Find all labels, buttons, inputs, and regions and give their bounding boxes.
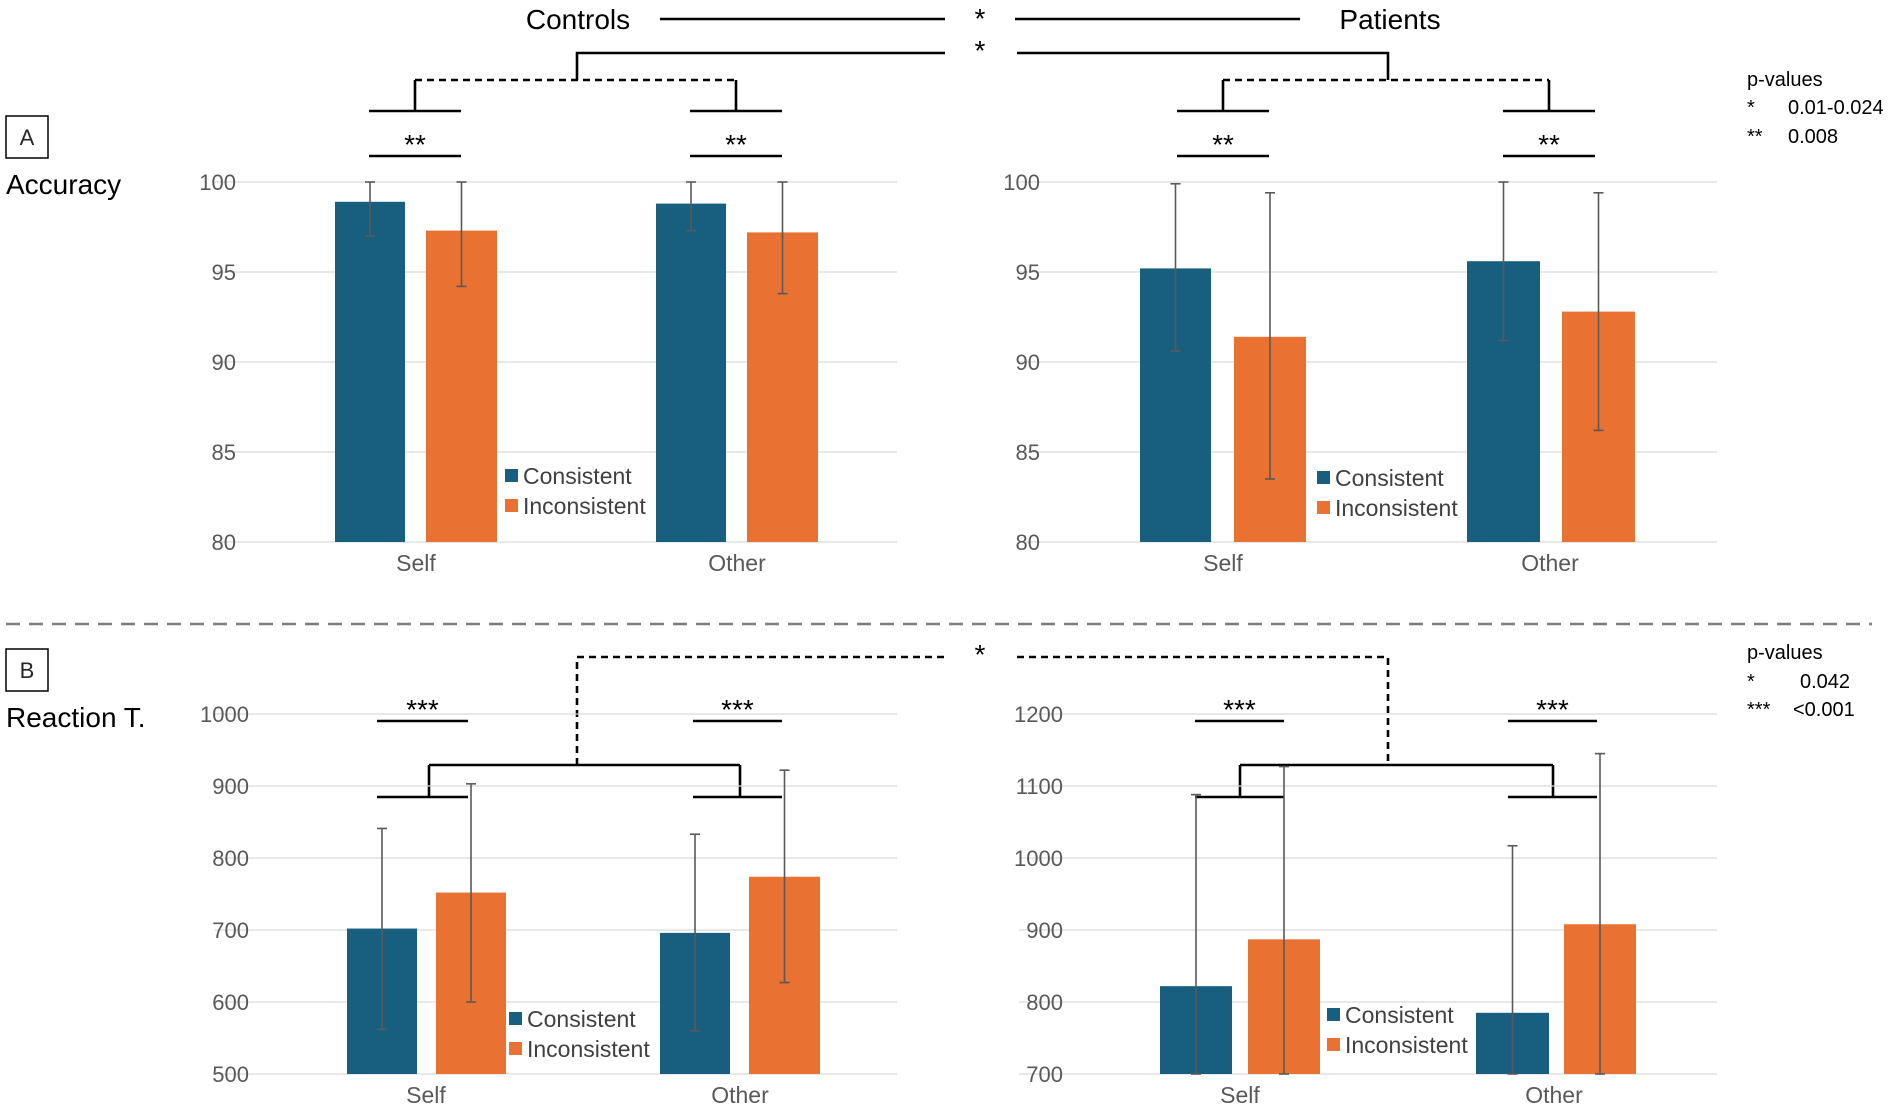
significance-stars: ** [1212, 129, 1234, 160]
y-tick-label: 900 [1026, 918, 1063, 943]
legend-swatch [1317, 471, 1330, 484]
legend-label: Inconsistent [1335, 495, 1458, 521]
legend-label: Consistent [527, 1006, 636, 1032]
legend-swatch [505, 469, 518, 482]
bar-self-consistent [335, 201, 405, 543]
legend-swatch [509, 1042, 522, 1055]
y-tick-label: 500 [212, 1062, 249, 1087]
legend-label: Consistent [1335, 465, 1444, 491]
controls-condition-brackets [369, 80, 782, 113]
pvalue-value: <0.001 [1793, 699, 1855, 721]
y-tick-label: 800 [212, 846, 249, 871]
legend-swatch [505, 499, 518, 512]
y-tick-label: 100 [1003, 170, 1040, 195]
x-category-label: Self [1220, 1082, 1260, 1108]
rt-interaction-bracket-left [575, 655, 945, 765]
x-category-label: Self [406, 1082, 446, 1108]
bar-other-consistent [656, 203, 726, 542]
legend-label: Inconsistent [523, 493, 646, 519]
reaction-time-label: Reaction T. [6, 702, 146, 733]
significance-stars: ** [725, 129, 747, 160]
panel-a-label: A [20, 125, 35, 150]
y-tick-label: 600 [212, 990, 249, 1015]
legend-label: Consistent [523, 463, 632, 489]
chart-accuracy-controls: 100 95 90 85 80 Self Other ** ** Consistent Incons… [199, 129, 897, 576]
pvalues-legend-a: p-values * 0.01-0.024 ** 0.008 [1747, 69, 1884, 148]
y-tick-label: 90 [1016, 350, 1040, 375]
pvalue-mark: * [1747, 97, 1755, 119]
y-tick-label: 1000 [1014, 846, 1063, 871]
y-tick-label: 1000 [200, 702, 249, 727]
significance-stars: *** [1536, 694, 1569, 725]
legend-swatch [1317, 501, 1330, 514]
rt-patients-condition-brackets [1195, 763, 1597, 799]
legend-swatch [1327, 1038, 1340, 1051]
panel-a-box [5, 115, 49, 159]
pvalues-title: p-values [1747, 642, 1823, 664]
chart-accuracy-patients: 100 95 90 85 80 Self Other ** ** Consistent Incons… [1003, 129, 1717, 576]
chart-rt-patients: 1200 1100 1000 900 800 700 Self Other *** *** Cons… [1014, 694, 1717, 1108]
y-tick-label: 700 [1026, 1062, 1063, 1087]
x-category-label: Other [711, 1082, 769, 1108]
significance-stars: ** [404, 129, 426, 160]
x-category-label: Other [1521, 550, 1579, 576]
x-category-label: Self [1203, 550, 1243, 576]
significance-stars: ** [1538, 129, 1560, 160]
accuracy-label: Accuracy [6, 169, 121, 200]
controls-heading: Controls [526, 4, 630, 35]
x-category-label: Other [708, 550, 766, 576]
pvalue-mark: *** [1747, 699, 1771, 721]
y-tick-label: 85 [212, 440, 236, 465]
y-tick-label: 1100 [1016, 774, 1063, 799]
y-tick-label: 80 [1016, 530, 1040, 555]
legend-label: Inconsistent [527, 1036, 650, 1062]
legend-swatch [509, 1012, 522, 1025]
pvalue-mark: * [1747, 671, 1755, 693]
pvalue-value: 0.01-0.024 [1788, 97, 1884, 119]
y-tick-label: 800 [1026, 990, 1063, 1015]
interaction-sig-star-a: * [975, 35, 986, 66]
significance-stars: *** [721, 694, 754, 725]
interaction-bracket-right [1017, 51, 1390, 80]
pvalue-mark: ** [1747, 126, 1763, 148]
panel-b-box [5, 648, 49, 692]
patients-heading: Patients [1339, 4, 1440, 35]
y-tick-label: 1200 [1014, 702, 1063, 727]
y-tick-label: 900 [212, 774, 249, 799]
rt-controls-condition-brackets [377, 763, 782, 799]
pvalues-legend-b: p-values * 0.042 *** <0.001 [1747, 642, 1855, 721]
pvalue-value: 0.008 [1788, 126, 1838, 148]
group-sig-star: * [975, 3, 986, 34]
patients-condition-brackets [1177, 80, 1595, 113]
y-tick-label: 85 [1016, 440, 1040, 465]
pvalue-value: 0.042 [1800, 671, 1850, 693]
legend-swatch [1327, 1008, 1340, 1021]
y-tick-label: 90 [212, 350, 236, 375]
significance-stars: *** [1223, 694, 1256, 725]
interaction-bracket-left [575, 51, 945, 80]
y-tick-label: 80 [212, 530, 236, 555]
interaction-sig-star-b: * [975, 639, 986, 670]
y-tick-label: 95 [1016, 260, 1040, 285]
significance-stars: *** [406, 694, 439, 725]
panel-b-label: B [20, 658, 35, 683]
y-tick-label: 700 [212, 918, 249, 943]
rt-interaction-bracket-right [1017, 655, 1390, 765]
x-category-label: Other [1525, 1082, 1583, 1108]
y-tick-label: 100 [199, 170, 236, 195]
legend-label: Inconsistent [1345, 1032, 1468, 1058]
legend-label: Consistent [1345, 1002, 1454, 1028]
x-category-label: Self [396, 550, 436, 576]
y-tick-label: 95 [212, 260, 236, 285]
pvalues-title: p-values [1747, 69, 1823, 91]
chart-rt-controls: 1000 900 800 700 600 500 Self Other *** *** Consis… [200, 694, 897, 1108]
